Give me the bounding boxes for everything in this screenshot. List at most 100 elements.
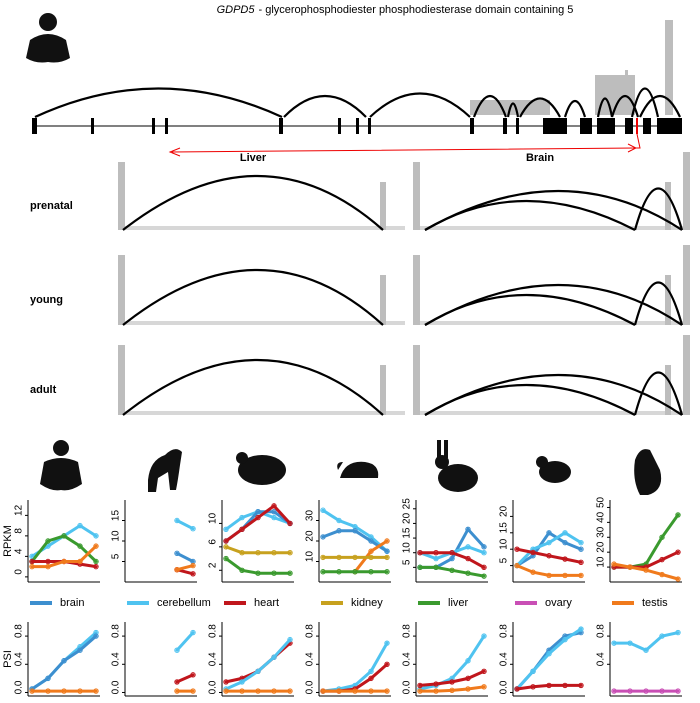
coverage [665, 182, 671, 230]
data-point [578, 539, 584, 546]
data-point [465, 544, 471, 550]
data-point [514, 686, 520, 692]
data-point [174, 647, 180, 653]
trend-line [224, 545, 292, 555]
data-point [320, 688, 326, 694]
data-point [190, 562, 196, 569]
data-point [627, 564, 633, 570]
data-point [643, 647, 649, 653]
junction-arc [424, 199, 636, 231]
data-point [546, 553, 552, 559]
trend-line [175, 519, 195, 531]
data-point [190, 571, 196, 577]
data-point [546, 682, 552, 689]
data-point [77, 647, 83, 653]
y-tick-label: 0.4 [14, 652, 25, 666]
data-point [320, 534, 326, 540]
trend-line [30, 634, 98, 691]
trend-line [418, 634, 486, 691]
data-point [239, 514, 245, 521]
y-tick-label: 8 [14, 528, 25, 534]
data-point [433, 681, 439, 687]
data-point [93, 543, 99, 549]
y-tick-label: 10 [111, 530, 122, 542]
data-point [271, 688, 277, 694]
junction-arc [424, 293, 636, 326]
data-point [255, 570, 261, 576]
y-tick-label: 0.4 [208, 652, 219, 666]
data-point [384, 661, 390, 667]
data-point [659, 556, 665, 563]
junction-arc [424, 284, 683, 326]
data-point [578, 546, 584, 552]
data-point [352, 554, 358, 561]
data-point [481, 544, 487, 550]
data-point [384, 569, 390, 575]
y-tick-label: 2 [208, 562, 219, 568]
data-point [449, 555, 455, 562]
data-point [546, 530, 552, 536]
data-point [223, 679, 229, 685]
data-point [368, 569, 374, 575]
data-point [578, 626, 584, 632]
trend-line [515, 531, 583, 568]
data-point [61, 658, 67, 664]
data-point [223, 544, 229, 550]
coverage [380, 275, 386, 325]
y-tick-label: 0.4 [596, 652, 607, 666]
data-point [255, 550, 261, 556]
data-point [368, 675, 374, 682]
data-point [562, 556, 568, 562]
gene-name: GDPD5 [217, 4, 256, 16]
data-point [255, 668, 261, 675]
trend-line [515, 683, 583, 691]
y-tick-label: 0.4 [111, 652, 122, 666]
coverage [380, 182, 386, 230]
y-tick-label: 40 [596, 511, 607, 523]
data-point [93, 563, 99, 570]
trend-line [321, 508, 389, 553]
trend-line [515, 564, 583, 577]
coverage [118, 162, 125, 230]
trend-line [515, 627, 583, 691]
data-point [530, 684, 536, 690]
data-point [433, 688, 439, 694]
coverage [683, 245, 690, 325]
data-point [659, 571, 665, 578]
y-tick-label: 20 [596, 541, 607, 553]
coverage [413, 226, 690, 230]
data-point [255, 509, 261, 515]
data-point [255, 688, 261, 694]
human-icon [26, 13, 70, 63]
data-point [465, 675, 471, 682]
trend-line [515, 530, 583, 568]
data-point [481, 668, 487, 675]
data-point [546, 572, 552, 579]
data-point [578, 682, 584, 689]
data-point [465, 555, 471, 562]
data-point [336, 554, 342, 561]
data-point [77, 688, 83, 694]
trend-line [353, 539, 389, 574]
data-point [271, 514, 277, 521]
legend-label: heart [254, 597, 279, 609]
data-point [271, 503, 277, 509]
y-tick-label: 0.8 [499, 624, 510, 638]
data-point [77, 543, 83, 549]
data-point [368, 548, 374, 554]
junction-arc [633, 371, 684, 416]
y-tick-label: 0.0 [305, 680, 316, 694]
data-point [29, 558, 35, 565]
data-point [368, 688, 374, 694]
y-tick-label: 5 [402, 559, 413, 565]
data-point [223, 555, 229, 562]
data-point [514, 562, 520, 569]
data-point [45, 675, 51, 682]
data-point [481, 573, 487, 579]
y-axis-label: RPKM [2, 525, 14, 557]
y-tick-label: 10 [402, 542, 413, 554]
data-point [530, 569, 536, 575]
junction-arc [122, 358, 384, 416]
junction-arc [424, 190, 683, 231]
data-point [611, 640, 617, 646]
